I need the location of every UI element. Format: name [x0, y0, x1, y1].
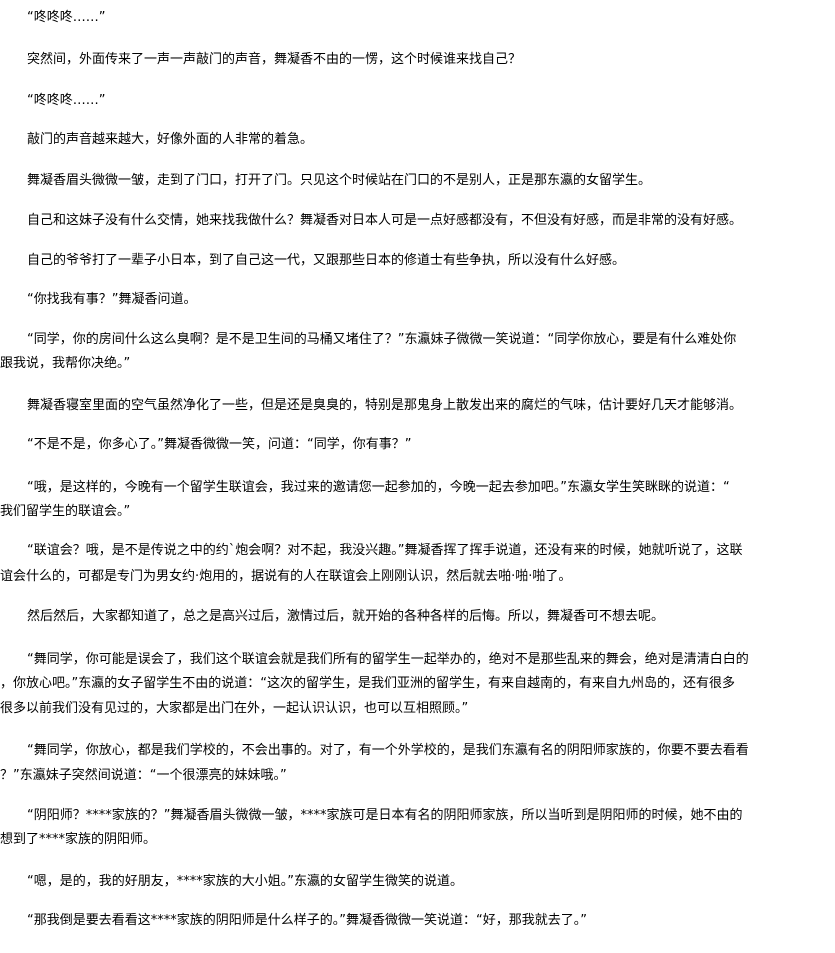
paragraph-line: “嗯，是的，我的好朋友，****家族的大小姐。”东瀛的女留学生微笑的说道。	[27, 874, 463, 889]
paragraph-line: 舞凝香寝室里面的空气虽然净化了一些，但是还是臭臭的，特别是那鬼身上散发出来的腐烂…	[27, 398, 743, 413]
paragraph-line: 舞凝香眉头微微一皱，走到了门口，打开了门。只见这个时候站在门口的不是别人，正是那…	[27, 173, 652, 188]
paragraph-line: “舞同学，你放心，都是我们学校的，不会出事的。对了，有一个外学校的，是我们东瀛有…	[27, 743, 749, 758]
paragraph-line: 然后然后，大家都知道了，总之是高兴过后，激情过后，就开始的各种各样的后悔。所以，…	[27, 609, 665, 624]
paragraph-line: 敲门的声音越来越大，好像外面的人非常的着急。	[27, 132, 314, 147]
paragraph-line: 自己的爷爷打了一辈子小日本，到了自己这一代，又跟那些日本的修道士有些争执，所以没…	[27, 253, 626, 268]
paragraph-line: “同学，你的房间什么这么臭啊？是不是卫生间的马桶又堵住了？”东瀛妹子微微一笑说道…	[27, 332, 737, 347]
paragraph-line: “咚咚咚……”	[27, 10, 106, 25]
paragraph-line: “咚咚咚……”	[27, 93, 106, 108]
paragraph-line: 很多以前我们没有见过的，大家都是出门在外，一起认识认识，也可以互相照顾。”	[0, 701, 469, 716]
paragraph-line: 突然间，外面传来了一声一声敲门的声音，舞凝香不由的一愣，这个时候谁来找自己？	[27, 52, 522, 67]
paragraph-line: ？”东瀛妹子突然间说道：“一个很漂亮的妹妹哦。”	[0, 768, 287, 783]
paragraph-line: “联谊会？哦，是不是传说之中的约`炮会啊？对不起，我没兴趣。”舞凝香挥了挥手说道…	[27, 543, 743, 558]
paragraph-line: 自己和这妹子没有什么交情，她来找我做什么？舞凝香对日本人可是一点好感都没有，不但…	[27, 213, 743, 228]
paragraph-line: 想到了****家族的阴阳师。	[0, 832, 157, 847]
paragraph-line: “不是不是，你多心了。”舞凝香微微一笑，问道：“同学，你有事？”	[27, 437, 412, 452]
paragraph-line: 跟我说，我帮你决绝。”	[0, 356, 131, 371]
paragraph-line: ，你放心吧。”东瀛的女子留学生不由的说道：“这次的留学生，是我们亚洲的留学生，有…	[0, 676, 735, 691]
paragraph-line: 我们留学生的联谊会。”	[0, 504, 131, 519]
paragraph-line: “哦，是这样的，今晚有一个留学生联谊会，我过来的邀请您一起参加的，今晚一起去参加…	[27, 480, 730, 495]
paragraph-line: “你找我有事？”舞凝香问道。	[27, 292, 197, 307]
paragraph-line: 谊会什么的，可都是专门为男女约·炮用的，据说有的人在联谊会上刚刚认识，然后就去啪…	[0, 569, 572, 584]
paragraph-line: “那我倒是要去看看这****家族的阴阳师是什么样子的。”舞凝香微微一笑说道：“好…	[27, 913, 587, 928]
paragraph-line: “舞同学，你可能是误会了，我们这个联谊会就是我们所有的留学生一起举办的，绝对不是…	[27, 652, 749, 667]
paragraph-line: “阴阳师？****家族的？”舞凝香眉头微微一皱，****家族可是日本有名的阴阳师…	[27, 808, 743, 823]
